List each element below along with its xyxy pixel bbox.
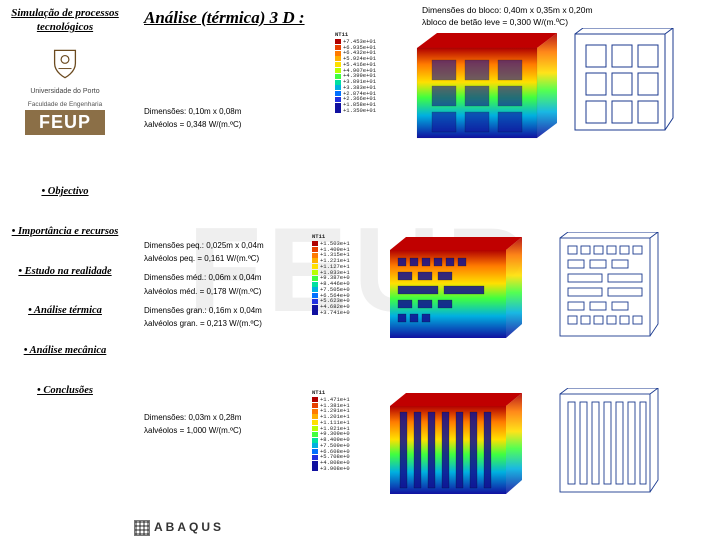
legend-r3: NT11 +1.471e+1+1.381e+1+1.291e+1+1.201e+… xyxy=(312,390,350,472)
vert-lambda: alvéolos = 1,000 W/(m.ºC) xyxy=(144,425,294,436)
mixed-peq-lam: alvéolos peq. = 0,161 W/(m.ºC) xyxy=(144,253,309,264)
thermal-block-mixed-3d xyxy=(374,232,524,350)
thermal-block-large-3d xyxy=(397,28,557,146)
nav: • Objectivo • Importância e recursos • E… xyxy=(0,185,130,397)
wireframe-large xyxy=(569,28,674,138)
block-dimensions: Dimensões do bloco: 0,40m x 0,35m x 0,20… xyxy=(422,5,593,29)
nav-objectivo[interactable]: • Objectivo xyxy=(2,185,128,199)
feup-box: Faculdade de Engenharia FEUP xyxy=(25,101,105,135)
mixed-gran-lam: alvéolos gran. = 0,213 W/(m.ºC) xyxy=(144,318,309,329)
legend-r2: NT11 +1.503e+1+1.409e+1+1.315e+1+1.221e+… xyxy=(312,234,350,316)
caption-holes: Dimensões: 0,10m x 0,08m alvéolos = 0,34… xyxy=(144,106,294,132)
university-crest-icon xyxy=(52,49,78,79)
nav-estudo[interactable]: • Estudo na realidade xyxy=(2,265,128,279)
nav-analise-mecanica[interactable]: • Análise mecânica xyxy=(2,344,128,358)
nav-conclusoes[interactable]: • Conclusões xyxy=(2,384,128,398)
mixed-med-lam: alvéolos méd. = 0,178 W/(m.ºC) xyxy=(144,286,309,297)
sidebar-header: Simulação de processos tecnológicos xyxy=(0,0,130,45)
logos: Universidade do Porto Faculdade de Engen… xyxy=(0,45,130,146)
feup-logo: FEUP xyxy=(25,110,105,135)
vert-dim: Dimensões: 0,03m x 0,28m xyxy=(144,412,294,423)
block-lambda: bloco de betão leve = 0,300 W/(m.ºC) xyxy=(422,17,593,29)
holes-lambda: alvéolos = 0,348 W/(m.ºC) xyxy=(144,119,294,130)
wireframe-vert xyxy=(554,388,664,500)
nav-importancia[interactable]: • Importância e recursos xyxy=(2,225,128,239)
row3: NT11 +1.471e+1+1.381e+1+1.291e+1+1.201e+… xyxy=(312,388,664,504)
mixed-peq-dim: Dimensões peq.: 0,025m x 0,04m xyxy=(144,240,309,251)
holes-dim: Dimensões: 0,10m x 0,08m xyxy=(144,106,294,117)
main: Análise (térmica) 3 D : Dimensões do blo… xyxy=(132,0,720,540)
row2: NT11 +1.503e+1+1.409e+1+1.315e+1+1.221e+… xyxy=(312,232,664,350)
mixed-med-dim: Dimensões méd.: 0,06m x 0,04m xyxy=(144,272,309,283)
university-name: Universidade do Porto xyxy=(0,88,130,96)
row1: NT11 +7.453e+01+6.935e+01+6.432e+01+5.92… xyxy=(397,28,674,146)
legend-top: NT11 +7.453e+01+6.935e+01+6.432e+01+5.92… xyxy=(335,32,376,114)
mixed-gran-dim: Dimensões gran.: 0,16m x 0,04m xyxy=(144,305,309,316)
block-dims-line1: Dimensões do bloco: 0,40m x 0,35m x 0,20… xyxy=(422,5,593,17)
nav-analise-termica[interactable]: • Análise térmica xyxy=(2,304,128,318)
caption-mixed: Dimensões peq.: 0,025m x 0,04m alvéolos … xyxy=(144,240,309,331)
wireframe-mixed xyxy=(554,232,664,344)
caption-vert: Dimensões: 0,03m x 0,28m alvéolos = 1,00… xyxy=(144,412,294,438)
faculty-label: Faculdade de Engenharia xyxy=(25,101,105,108)
thermal-block-vert-3d xyxy=(374,388,524,504)
sidebar: Simulação de processos tecnológicos Univ… xyxy=(0,0,130,540)
